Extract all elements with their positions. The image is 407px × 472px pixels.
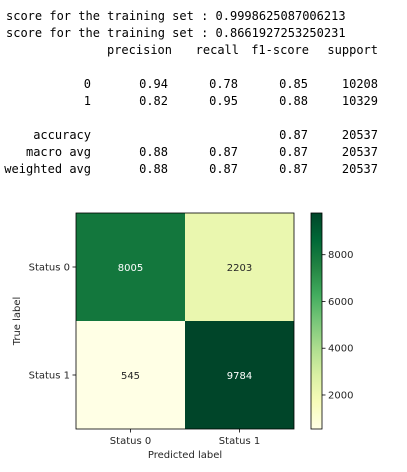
row-support: 20537 — [342, 145, 378, 159]
cell-value: 2203 — [227, 263, 252, 274]
score-line-2: score for the training set : 0.866192725… — [6, 26, 346, 40]
row-f1: 0.87 — [279, 128, 308, 142]
header-support: support — [327, 43, 378, 57]
colorbar-tick-label: 8000 — [328, 250, 353, 261]
row-recall: 0.87 — [209, 162, 238, 176]
row-f1: 0.88 — [279, 94, 308, 108]
row-precision: 0.94 — [139, 77, 168, 91]
colorbar — [310, 212, 323, 430]
row-f1: 0.87 — [279, 145, 308, 159]
cell-value: 9784 — [227, 371, 252, 382]
cell-value: 545 — [121, 371, 140, 382]
colorbar-tick-label: 6000 — [328, 297, 353, 308]
row-support: 10208 — [342, 77, 378, 91]
report-row-0: 0 0.94 0.78 0.85 10208 — [84, 77, 378, 91]
y-tick-label: Status 1 — [29, 371, 70, 382]
matrix-cell — [185, 321, 294, 429]
row-support: 20537 — [342, 128, 378, 142]
row-label: 0 — [84, 77, 91, 91]
plot-frame — [75, 212, 295, 430]
colorbar-tick-label: 2000 — [328, 390, 353, 401]
x-axis-ticks: Status 0 Status 1 — [110, 429, 260, 447]
row-recall: 0.87 — [209, 145, 238, 159]
y-axis-label: True label — [12, 297, 23, 347]
y-tick-label: Status 0 — [29, 263, 70, 274]
row-recall: 0.78 — [209, 77, 238, 91]
matrix-cell — [185, 213, 294, 321]
report-row-1: 1 0.82 0.95 0.88 10329 — [84, 94, 378, 108]
colorbar-tick-label: 4000 — [328, 344, 353, 355]
colorbar-ticks: 2000 4000 6000 8000 — [322, 250, 353, 401]
row-label: weighted avg — [4, 162, 91, 176]
row-label: macro avg — [26, 145, 91, 159]
x-tick-label: Status 0 — [110, 436, 151, 447]
matrix-cell — [76, 321, 185, 429]
row-support: 10329 — [342, 94, 378, 108]
score-line-1: score for the training set : 0.999862508… — [6, 9, 346, 23]
report-row-accuracy: accuracy 0.87 20537 — [33, 128, 378, 142]
report-row-macro-avg: macro avg 0.88 0.87 0.87 20537 — [26, 145, 378, 159]
row-label: 1 — [84, 94, 91, 108]
header-f1-score: f1-score — [251, 43, 309, 57]
x-tick-label: Status 1 — [219, 436, 260, 447]
cell-value: 8005 — [118, 263, 143, 274]
confusion-matrix: 8005 2203 545 9784 Status 0 Status 1 Status … — [12, 212, 353, 461]
row-f1: 0.87 — [279, 162, 308, 176]
row-precision: 0.82 — [139, 94, 168, 108]
row-precision: 0.88 — [139, 145, 168, 159]
report-row-weighted-avg: weighted avg 0.88 0.87 0.87 20537 — [4, 162, 378, 176]
classification-report-header: precision recall f1-score support — [107, 43, 378, 57]
row-recall: 0.95 — [209, 94, 238, 108]
row-precision: 0.88 — [139, 162, 168, 176]
y-axis-ticks: Status 0 Status 1 — [29, 263, 76, 382]
matrix-cell — [76, 213, 185, 321]
matrix-cells: 8005 2203 545 9784 — [76, 213, 294, 429]
header-recall: recall — [196, 43, 239, 57]
header-precision: precision — [107, 43, 172, 57]
row-support: 20537 — [342, 162, 378, 176]
row-f1: 0.85 — [279, 77, 308, 91]
row-label: accuracy — [33, 128, 91, 142]
x-axis-label: Predicted label — [148, 450, 222, 461]
